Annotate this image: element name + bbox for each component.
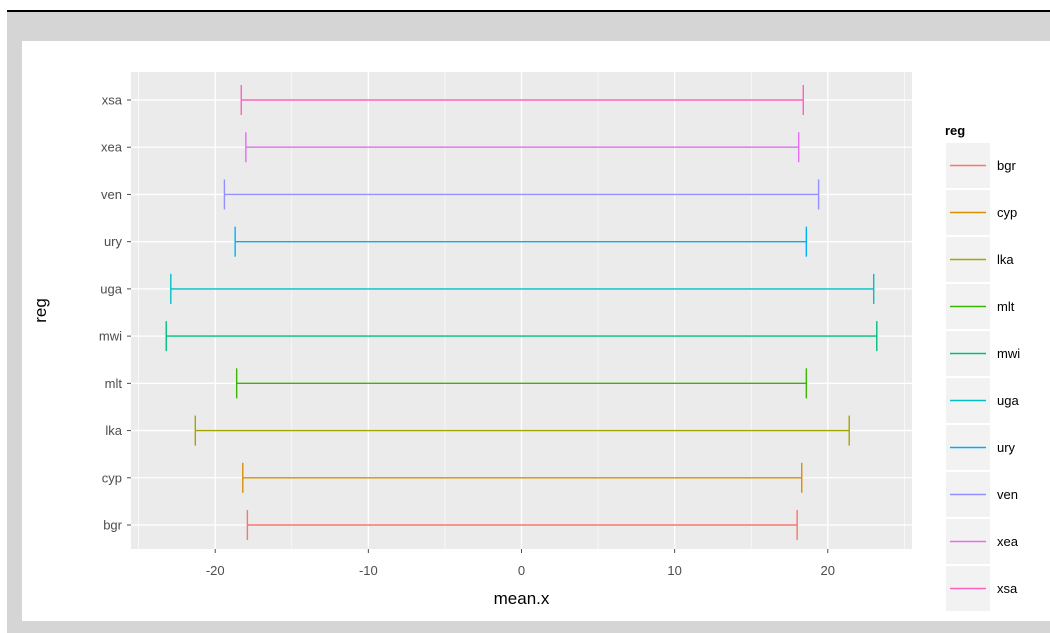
y-tick-label: xea bbox=[101, 140, 123, 155]
legend-item-xsa: xsa bbox=[946, 566, 1018, 611]
legend-item-cyp: cyp bbox=[946, 190, 1017, 235]
y-axis-title: reg bbox=[31, 298, 50, 323]
y-tick-label: cyp bbox=[102, 470, 122, 485]
error-bar-xea bbox=[245, 132, 800, 163]
legend-item-ven: ven bbox=[946, 472, 1018, 517]
legend-title: reg bbox=[945, 123, 965, 138]
error-bar-bgr bbox=[246, 510, 798, 540]
x-tick-label: -10 bbox=[359, 563, 378, 578]
legend-item-xea: xea bbox=[946, 519, 1019, 564]
y-tick-label: lka bbox=[105, 423, 122, 438]
legend-label: uga bbox=[997, 393, 1019, 408]
legend-item-uga: uga bbox=[946, 378, 1019, 423]
x-axis: -20 -10 0 10 20 bbox=[206, 549, 835, 578]
legend: reg bgr cyp lka mlt mwi uga ury ven xea xsa bbox=[945, 123, 1020, 611]
legend-item-ury: ury bbox=[946, 425, 1016, 470]
y-tick-label: bgr bbox=[103, 518, 122, 533]
error-bar-lka bbox=[194, 415, 850, 446]
legend-label: cyp bbox=[997, 205, 1017, 220]
legend-item-mlt: mlt bbox=[946, 284, 1015, 329]
legend-label: xea bbox=[997, 534, 1019, 549]
y-tick-label: ven bbox=[101, 187, 122, 202]
legend-label: lka bbox=[997, 252, 1014, 267]
legend-label: bgr bbox=[997, 158, 1016, 173]
legend-label: xsa bbox=[997, 581, 1018, 596]
error-bar-ury bbox=[234, 226, 808, 257]
legend-label: mwi bbox=[997, 346, 1020, 361]
x-axis-title: mean.x bbox=[494, 589, 550, 608]
error-bar-xsa bbox=[240, 85, 804, 115]
x-tick-label: 0 bbox=[518, 563, 525, 578]
x-tick-label: -20 bbox=[206, 563, 225, 578]
legend-label: ury bbox=[997, 440, 1016, 455]
y-tick-label: uga bbox=[100, 281, 122, 296]
error-bar-cyp bbox=[242, 462, 803, 493]
legend-item-bgr: bgr bbox=[946, 143, 1016, 188]
legend-label: ven bbox=[997, 487, 1018, 502]
error-bar-mlt bbox=[235, 368, 808, 399]
error-bars bbox=[165, 85, 878, 540]
legend-item-mwi: mwi bbox=[946, 331, 1020, 376]
y-tick-label: mwi bbox=[99, 329, 122, 344]
y-tick-label: ury bbox=[104, 234, 123, 249]
legend-item-lka: lka bbox=[946, 237, 1014, 282]
y-tick-label: mlt bbox=[105, 376, 123, 391]
y-axis: bgr cyp lka mlt mwi uga ury ven xea xsa bbox=[99, 93, 131, 533]
error-bar-mwi bbox=[165, 321, 878, 352]
y-tick-label: xsa bbox=[102, 93, 123, 108]
legend-label: mlt bbox=[997, 299, 1015, 314]
x-tick-label: 20 bbox=[821, 563, 835, 578]
error-bar-uga bbox=[170, 273, 875, 304]
error-bar-ven bbox=[223, 179, 820, 210]
x-tick-label: 10 bbox=[667, 563, 681, 578]
frame-top-border bbox=[7, 10, 1050, 12]
